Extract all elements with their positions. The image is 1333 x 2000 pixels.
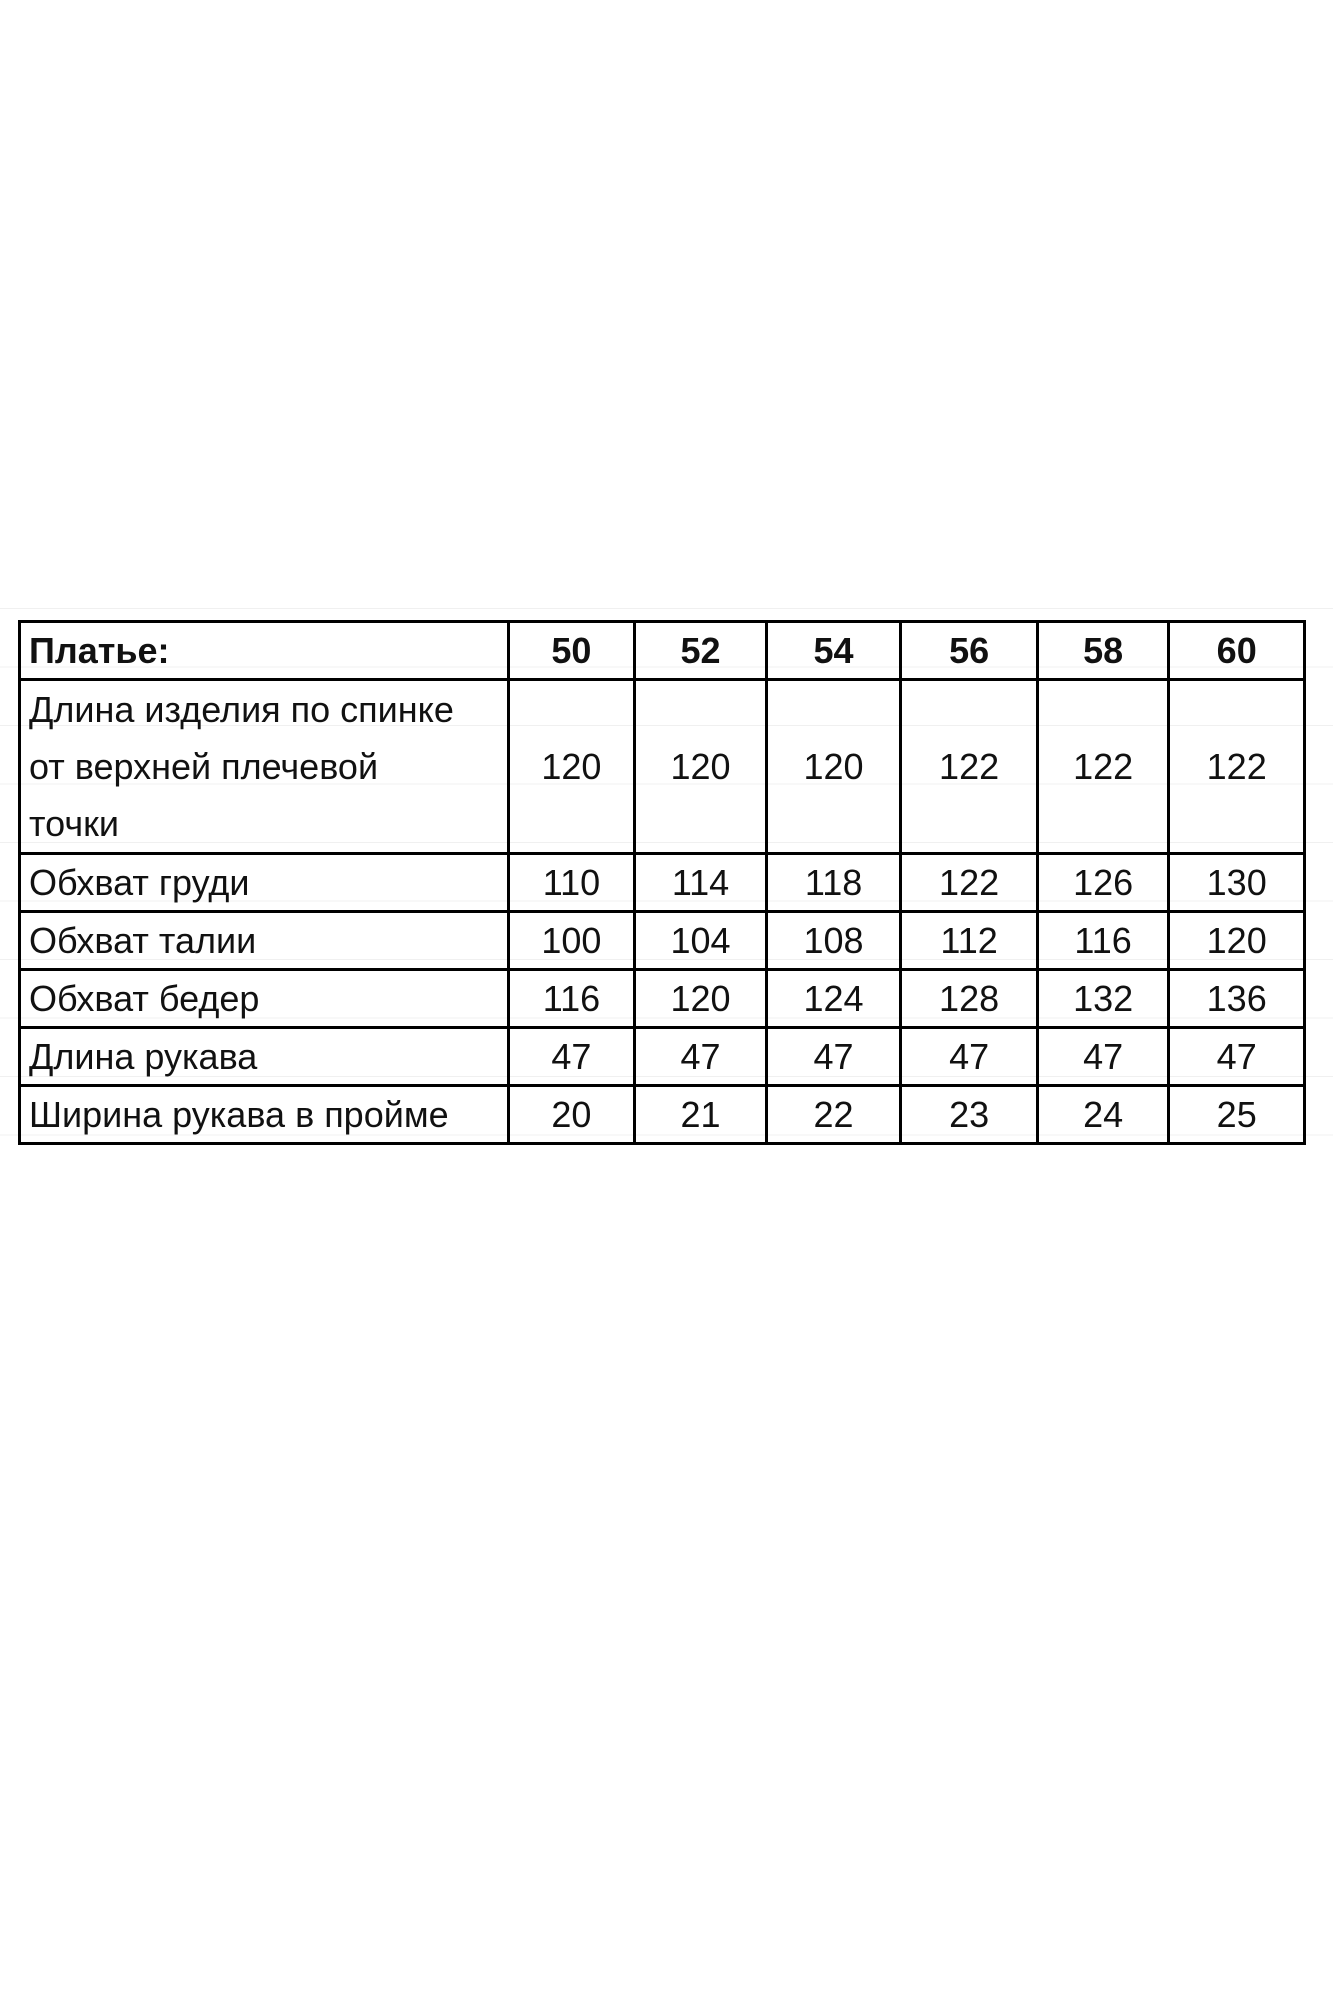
label-line: от верхней плечевой [29,746,379,787]
table-row: Длина изделия по спинке от верхней плече… [18,678,1306,855]
label-line: Длина изделия по спинке [29,689,454,730]
header-row: Платье: 50 52 54 56 58 60 [18,620,1306,681]
row-label: Длина изделия по спинке от верхней плече… [18,678,510,855]
cell: 136 [1167,968,1306,1029]
cell: 47 [506,1026,637,1087]
cell: 120 [764,678,903,855]
size-54: 54 [764,620,903,681]
cell: 116 [506,968,637,1029]
cell: 126 [1035,852,1171,913]
cell: 23 [899,1084,1039,1145]
cell: 47 [1035,1026,1171,1087]
cell: 130 [1167,852,1306,913]
cell: 120 [506,678,637,855]
cell: 21 [633,1084,768,1145]
cell: 104 [633,910,768,971]
cell: 20 [506,1084,637,1145]
table-row: Обхват груди 110 114 118 122 126 130 [18,852,1306,913]
header-label: Платье: [18,620,510,681]
size-chart-table: Платье: 50 52 54 56 58 60 Длина изделия … [18,620,1306,1145]
size-50: 50 [506,620,637,681]
cell: 120 [1167,910,1306,971]
cell: 122 [899,678,1039,855]
cell: 124 [764,968,903,1029]
row-label: Обхват бедер [18,968,510,1029]
cell: 112 [899,910,1039,971]
cell: 100 [506,910,637,971]
cell: 120 [633,678,768,855]
table-row: Обхват бедер 116 120 124 128 132 136 [18,968,1306,1029]
table-row: Ширина рукава в пройме 20 21 22 23 24 25 [18,1084,1306,1145]
size-56: 56 [899,620,1039,681]
row-label: Обхват талии [18,910,510,971]
row-label: Обхват груди [18,852,510,913]
cell: 24 [1035,1084,1171,1145]
cell: 47 [1167,1026,1306,1087]
cell: 120 [633,968,768,1029]
size-58: 58 [1035,620,1171,681]
cell: 122 [1167,678,1306,855]
cell: 47 [633,1026,768,1087]
table-row: Длина рукава 47 47 47 47 47 47 [18,1026,1306,1087]
size-52: 52 [633,620,768,681]
row-label: Длина рукава [18,1026,510,1087]
cell: 22 [764,1084,903,1145]
cell: 122 [899,852,1039,913]
row-label: Ширина рукава в пройме [18,1084,510,1145]
cell: 116 [1035,910,1171,971]
table-row: Обхват талии 100 104 108 112 116 120 [18,910,1306,971]
cell: 108 [764,910,903,971]
cell: 114 [633,852,768,913]
cell: 25 [1167,1084,1306,1145]
cell: 47 [764,1026,903,1087]
cell: 122 [1035,678,1171,855]
cell: 118 [764,852,903,913]
cell: 47 [899,1026,1039,1087]
cell: 128 [899,968,1039,1029]
size-60: 60 [1167,620,1306,681]
cell: 110 [506,852,637,913]
label-line: точки [29,803,119,844]
cell: 132 [1035,968,1171,1029]
